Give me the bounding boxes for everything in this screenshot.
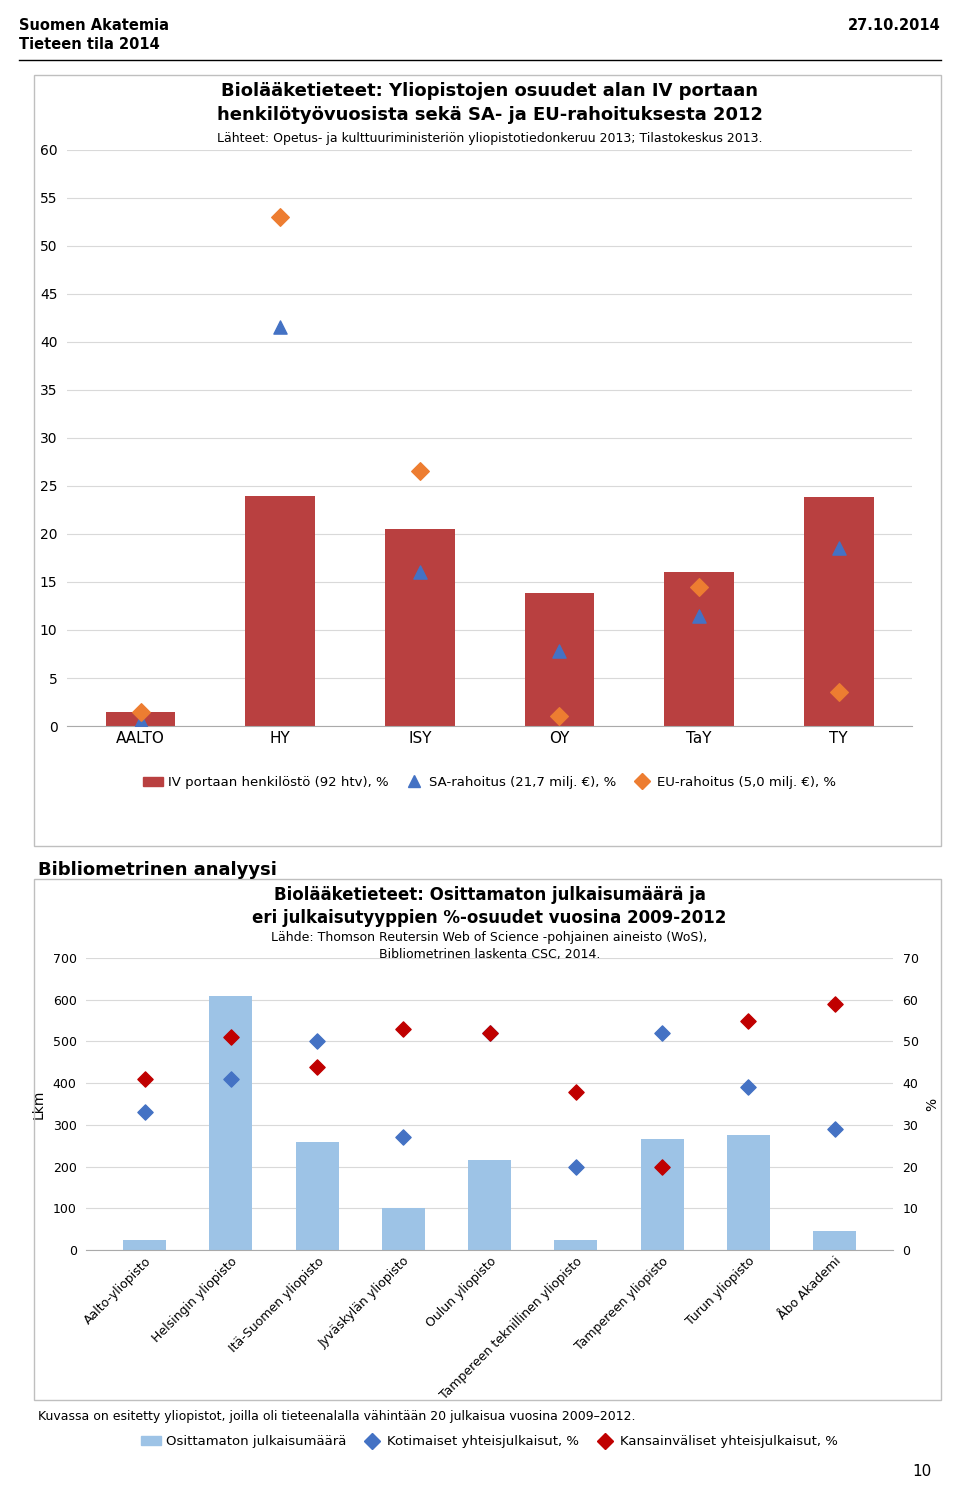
Bar xyxy=(804,497,874,726)
Legend: Osittamaton julkaisumäärä, Kotimaiset yhteisjulkaisut, %, Kansainväliset yhteisj: Osittamaton julkaisumäärä, Kotimaiset yh… xyxy=(135,1430,844,1454)
Bar xyxy=(727,1135,770,1250)
Legend: IV portaan henkilöstö (92 htv), %, SA-rahoitus (21,7 milj. €), %, EU-rahoitus (5: IV portaan henkilöstö (92 htv), %, SA-ra… xyxy=(137,771,842,795)
Point xyxy=(223,1025,238,1049)
Y-axis label: Lkm: Lkm xyxy=(32,1090,46,1118)
Point xyxy=(655,1154,670,1178)
Point xyxy=(309,1054,324,1078)
Point xyxy=(482,1021,497,1045)
Bar xyxy=(664,572,734,726)
Text: Tieteen tila 2014: Tieteen tila 2014 xyxy=(19,37,160,52)
Point xyxy=(568,1154,584,1178)
Bar xyxy=(382,1208,425,1250)
Point xyxy=(741,1075,756,1099)
Text: Lähde: Thomson Reutersin Web of Science -pohjainen aineisto (WoS),: Lähde: Thomson Reutersin Web of Science … xyxy=(272,931,708,945)
Bar xyxy=(813,1231,856,1250)
Text: Biolääketieteet: Yliopistojen osuudet alan IV portaan: Biolääketieteet: Yliopistojen osuudet al… xyxy=(221,82,758,100)
Text: Suomen Akatemia: Suomen Akatemia xyxy=(19,18,169,33)
Point xyxy=(741,1009,756,1033)
Point xyxy=(552,639,567,663)
Text: Kuvassa on esitetty yliopistot, joilla oli tieteenalalla vähintään 20 julkaisua : Kuvassa on esitetty yliopistot, joilla o… xyxy=(38,1410,636,1424)
Text: eri julkaisutyyppien %-osuudet vuosina 2009-2012: eri julkaisutyyppien %-osuudet vuosina 2… xyxy=(252,909,727,927)
Bar xyxy=(123,1240,166,1250)
Point xyxy=(223,1067,238,1091)
Text: 10: 10 xyxy=(912,1464,931,1479)
Bar xyxy=(296,1142,339,1250)
Bar xyxy=(524,593,594,726)
Text: Lähteet: Opetus- ja kulttuuriministeriön yliopistotiedonkeruu 2013; Tilastokesku: Lähteet: Opetus- ja kulttuuriministeriön… xyxy=(217,132,762,145)
Point xyxy=(691,603,707,627)
Text: 27.10.2014: 27.10.2014 xyxy=(848,18,941,33)
Point xyxy=(482,1021,497,1045)
Text: Bibliometrinen analyysi: Bibliometrinen analyysi xyxy=(38,861,277,879)
Bar xyxy=(209,996,252,1250)
Point xyxy=(412,460,427,484)
Point xyxy=(691,575,707,599)
Bar xyxy=(106,711,176,726)
Point xyxy=(568,1079,584,1103)
Text: Biolääketieteet: Osittamaton julkaisumäärä ja: Biolääketieteet: Osittamaton julkaisumää… xyxy=(274,886,706,904)
Y-axis label: %: % xyxy=(925,1097,940,1111)
Point xyxy=(827,1117,842,1141)
Point xyxy=(396,1126,411,1150)
Text: Bibliometrinen laskenta CSC, 2014.: Bibliometrinen laskenta CSC, 2014. xyxy=(379,948,600,961)
Point xyxy=(831,536,847,560)
Point xyxy=(273,316,288,340)
Point xyxy=(831,681,847,705)
Bar xyxy=(640,1139,684,1250)
Bar xyxy=(245,496,315,726)
Bar xyxy=(554,1240,597,1250)
Bar xyxy=(468,1160,511,1250)
Point xyxy=(655,1021,670,1045)
Point xyxy=(552,705,567,729)
Point xyxy=(137,1100,153,1124)
Point xyxy=(412,560,427,584)
Point xyxy=(396,1016,411,1040)
Text: henkilötyövuosista sekä SA- ja EU-rahoituksesta 2012: henkilötyövuosista sekä SA- ja EU-rahoit… xyxy=(217,106,762,124)
Point xyxy=(273,205,288,229)
Point xyxy=(827,993,842,1016)
Point xyxy=(132,710,148,734)
Point xyxy=(309,1030,324,1054)
Point xyxy=(132,699,148,723)
Point xyxy=(137,1067,153,1091)
Bar xyxy=(385,528,455,726)
